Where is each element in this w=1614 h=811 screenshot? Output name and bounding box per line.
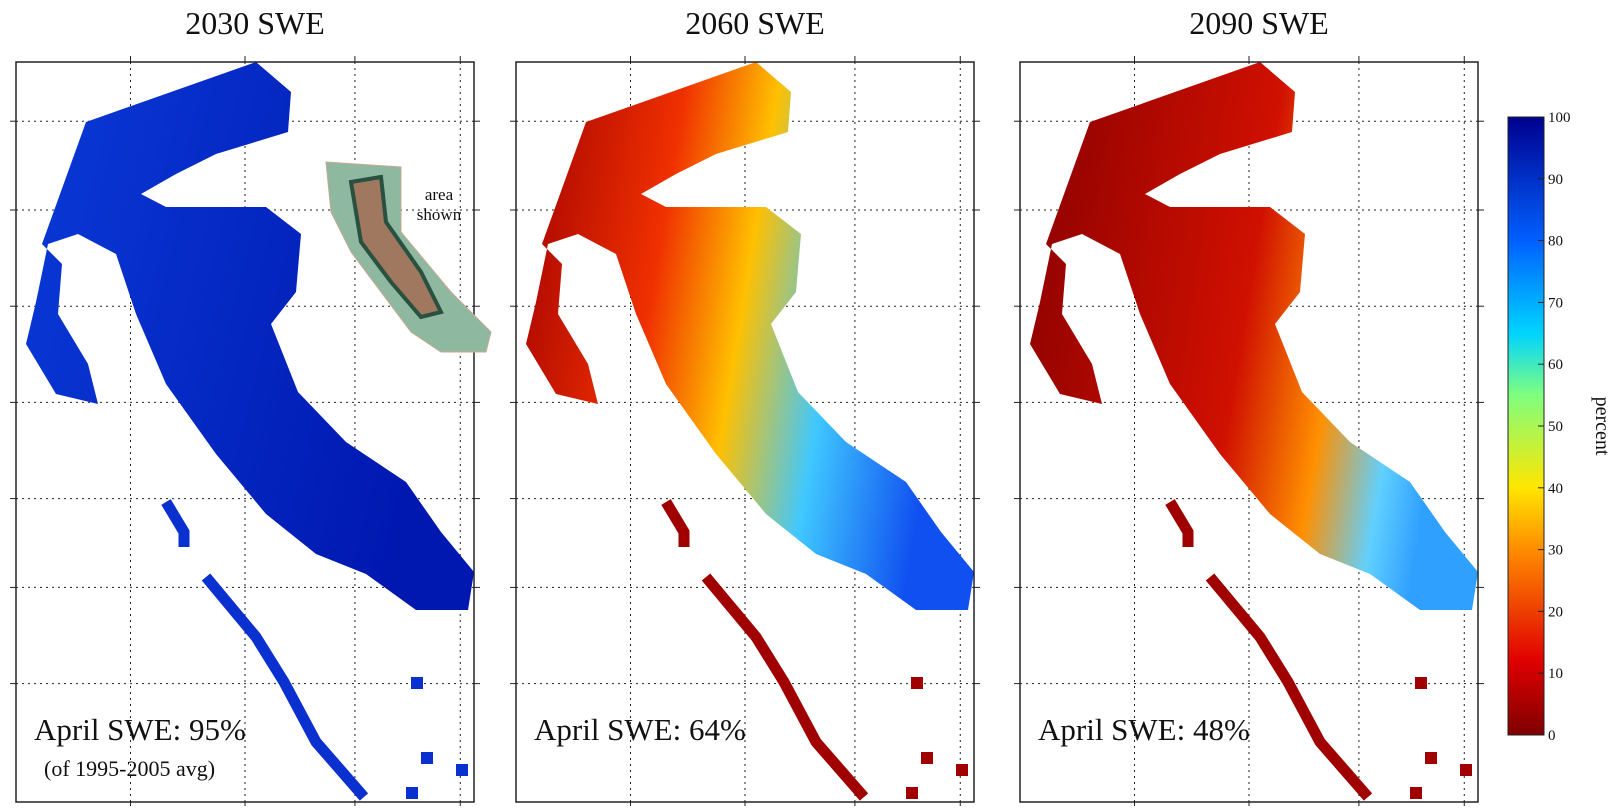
panel-title: 2030 SWE <box>185 5 325 41</box>
annotation: April SWE: 95% <box>34 712 246 747</box>
colorbar-tick-label: 10 <box>1548 666 1563 682</box>
snow-cell <box>1415 677 1427 689</box>
colorbar-tick-label: 0 <box>1548 728 1556 744</box>
snow-cell <box>411 677 423 689</box>
snow-cell <box>421 752 433 764</box>
colorbar-tick-label: 30 <box>1548 543 1563 559</box>
inset-label: shown <box>417 205 462 224</box>
annotation: April SWE: 48% <box>1038 712 1250 747</box>
snow-region <box>1030 62 1478 610</box>
frame <box>515 61 975 803</box>
snow-cell <box>956 764 968 776</box>
snow-cell <box>921 752 933 764</box>
colorbar-tick-label: 20 <box>1548 604 1563 620</box>
annotation-note: (of 1995-2005 avg) <box>44 756 215 781</box>
snow-cell <box>1410 787 1422 799</box>
colorbar-label: percent <box>1591 397 1613 456</box>
panel-title: 2090 SWE <box>1189 5 1329 41</box>
map-panel: April SWE: 48% <box>1014 56 1484 808</box>
frame <box>15 61 475 803</box>
inset-area <box>348 174 444 320</box>
colorbar-tick-label: 90 <box>1548 172 1563 188</box>
map-panel: April SWE: 64% <box>510 56 980 808</box>
snow-cell <box>906 787 918 799</box>
frame <box>1019 61 1479 803</box>
colorbar-tick-label: 100 <box>1548 110 1571 126</box>
snow-cell <box>911 677 923 689</box>
inset-label: area <box>425 185 454 204</box>
annotation: April SWE: 64% <box>534 712 746 747</box>
map-panel: April SWE: 95% (of 1995-2005 avg) <box>10 56 480 808</box>
snow-cell <box>1460 764 1472 776</box>
snow-region <box>26 62 474 610</box>
colorbar-tick-label: 70 <box>1548 295 1563 311</box>
panel-title: 2060 SWE <box>685 5 825 41</box>
colorbar-tick-label: 80 <box>1548 234 1563 250</box>
snow-cell <box>406 787 418 799</box>
colorbar-tick-label: 40 <box>1548 481 1563 497</box>
snow-cell <box>456 764 468 776</box>
colorbar-tick-label: 50 <box>1548 419 1563 435</box>
snow-cell <box>1425 752 1437 764</box>
colorbar-tick-label: 60 <box>1548 357 1563 373</box>
snow-region <box>526 62 974 610</box>
